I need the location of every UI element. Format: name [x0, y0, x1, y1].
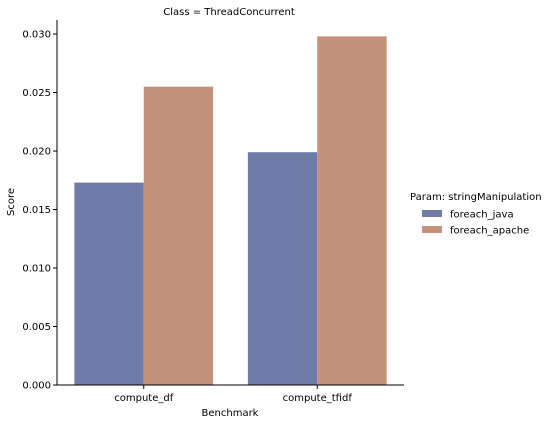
x-tick-label: compute_df — [114, 393, 173, 404]
x-tick-label: compute_tfidf — [283, 393, 353, 404]
bar-foreach_apache-compute_df — [143, 86, 214, 386]
legend-label-foreach_apache: foreach_apache — [450, 226, 529, 237]
legend-swatch-foreach_java — [422, 210, 442, 217]
bars-group — [74, 36, 387, 386]
bar-foreach_java-compute_df — [74, 182, 144, 385]
y-axis: 0.000 0.005 0.010 0.015 0.020 0.025 0.030 — [22, 30, 57, 392]
y-tick-label: 0.005 — [22, 322, 51, 333]
legend-label-foreach_java: foreach_java — [450, 210, 514, 221]
legend-swatch-foreach_apache — [422, 226, 442, 233]
y-tick-label: 0.010 — [22, 264, 51, 275]
bar-foreach_apache-compute_tfidf — [317, 36, 387, 385]
x-axis: compute_df compute_tfidf — [114, 385, 352, 404]
y-tick-label: 0.000 — [22, 381, 51, 392]
y-tick-label: 0.030 — [22, 30, 51, 41]
legend: Param: stringManipulation foreach_javafo… — [410, 192, 542, 237]
y-axis-label: Score — [6, 188, 17, 216]
y-tick-label: 0.025 — [22, 88, 51, 99]
legend-title: Param: stringManipulation — [410, 192, 542, 203]
chart-title: Class = ThreadConcurrent — [163, 7, 295, 18]
x-axis-label: Benchmark — [202, 408, 259, 419]
y-tick-label: 0.020 — [22, 147, 51, 158]
y-tick-label: 0.015 — [22, 205, 51, 216]
bar-foreach_java-compute_tfidf — [247, 152, 318, 385]
